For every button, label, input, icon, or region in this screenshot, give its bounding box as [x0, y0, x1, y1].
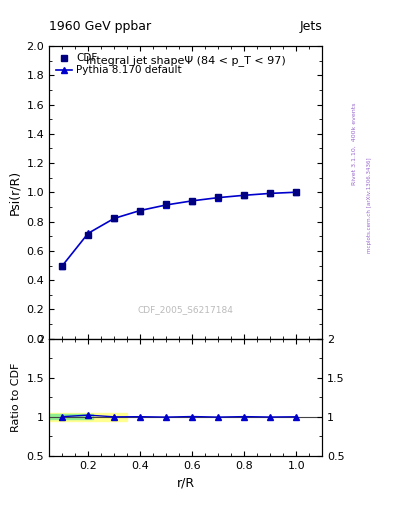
Bar [49, 414, 94, 419]
CDF [86, 232, 90, 239]
Pythia 8.170 default [294, 189, 299, 195]
CDF [242, 193, 246, 199]
Text: mcplots.cern.ch [arXiv:1306.3436]: mcplots.cern.ch [arXiv:1306.3436] [367, 157, 373, 252]
CDF [112, 215, 116, 221]
Pythia 8.170 default [138, 207, 143, 214]
Pythia 8.170 default [268, 190, 273, 197]
CDF [268, 190, 273, 196]
Line: CDF: CDF [59, 188, 300, 269]
CDF [138, 207, 143, 214]
Bar [49, 413, 127, 420]
Pythia 8.170 default [242, 192, 246, 198]
CDF [190, 198, 195, 204]
Y-axis label: Ratio to CDF: Ratio to CDF [11, 362, 21, 432]
Y-axis label: Psi(r/R): Psi(r/R) [8, 170, 21, 215]
CDF [164, 201, 169, 207]
Pythia 8.170 default [190, 198, 195, 204]
Pythia 8.170 default [60, 263, 64, 269]
X-axis label: r/R: r/R [176, 476, 195, 489]
Text: CDF_2005_S6217184: CDF_2005_S6217184 [138, 305, 233, 314]
Legend: CDF, Pythia 8.170 default: CDF, Pythia 8.170 default [54, 51, 184, 77]
Pythia 8.170 default [216, 195, 220, 201]
CDF [216, 194, 220, 200]
CDF [60, 263, 64, 269]
Text: Jets: Jets [299, 20, 322, 33]
Pythia 8.170 default [164, 202, 169, 208]
Line: Pythia 8.170 default: Pythia 8.170 default [59, 189, 300, 269]
Pythia 8.170 default [112, 216, 116, 222]
CDF [294, 189, 299, 195]
Text: Rivet 3.1.10,  400k events: Rivet 3.1.10, 400k events [352, 102, 357, 185]
Pythia 8.170 default [86, 230, 90, 237]
Text: 1960 GeV ppbar: 1960 GeV ppbar [49, 20, 151, 33]
Text: Integral jet shapeΨ (84 < p_T < 97): Integral jet shapeΨ (84 < p_T < 97) [86, 55, 286, 66]
